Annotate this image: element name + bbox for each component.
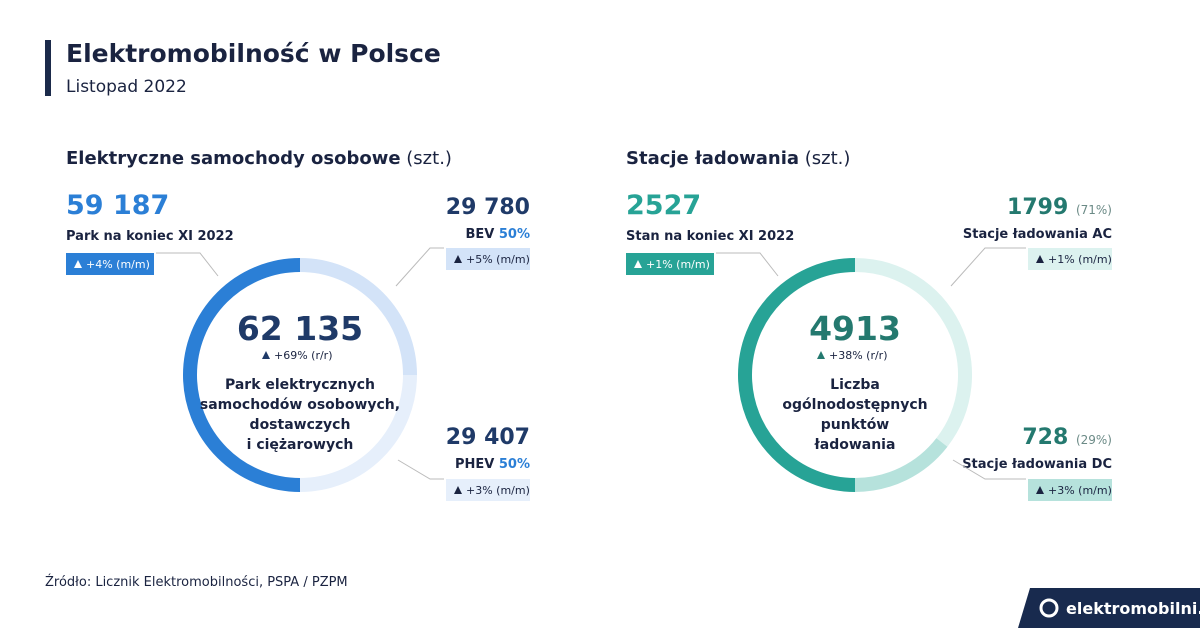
leader: [952, 459, 1026, 480]
center-label: punktów: [821, 417, 890, 433]
segment-share: 50%: [499, 457, 530, 472]
leader: [397, 459, 444, 480]
change-text: +5% (m/m): [466, 253, 530, 266]
leader: [156, 252, 219, 277]
segment-number: 29 780: [446, 195, 530, 220]
ring-segment: [854, 258, 972, 447]
ring-segment: [299, 258, 417, 376]
panel-heading: Stacje ładowania (szt.): [626, 148, 850, 169]
center-label: Liczba: [830, 377, 880, 393]
heading-unit: (szt.): [406, 148, 452, 169]
segment-value: 29 780: [446, 195, 530, 220]
center-value: 4913: [809, 309, 901, 348]
center-label: ładowania: [814, 437, 896, 453]
change-box: [626, 253, 714, 275]
center-label: Park elektrycznych: [225, 377, 375, 393]
segment-name: BEV: [465, 227, 494, 242]
ring-segment: [854, 437, 948, 492]
change-text: +3% (m/m): [466, 484, 530, 497]
title: Elektromobilność w Polsce: [66, 39, 441, 68]
segment-value: 1799 (71%): [1007, 195, 1112, 220]
ring-segment: [299, 374, 417, 492]
segment-name: Stacje ładowania AC: [963, 227, 1112, 242]
up-arrow: [817, 351, 825, 359]
change-box: [446, 248, 530, 270]
center-change: +69% (r/r): [274, 349, 333, 362]
up-arrow: [1036, 255, 1044, 263]
center-label: dostawczych: [250, 417, 351, 433]
ring-base: [183, 258, 301, 492]
segment-number: 728: [1022, 425, 1068, 450]
change-text: +4% (m/m): [86, 258, 150, 271]
title-bar: [45, 40, 51, 96]
change-box: [66, 253, 154, 275]
brand: elektromobilni.pl: [1066, 599, 1200, 618]
up-arrow: [454, 486, 462, 494]
heading-text: Elektryczne samochody osobowe: [66, 148, 401, 169]
heading-unit: (szt.): [805, 148, 851, 169]
up-arrow: [262, 351, 270, 359]
segment-name: Stacje ładowania DC: [962, 457, 1112, 472]
lead-label: Stan na koniec XI 2022: [626, 229, 794, 244]
leader: [395, 247, 444, 287]
segment-value: 29 407: [446, 425, 530, 450]
segment-share: (29%): [1076, 433, 1112, 447]
center-change: +38% (r/r): [829, 349, 888, 362]
panel-heading: Elektryczne samochody osobowe (szt.): [66, 148, 452, 169]
center-label: samochodów osobowych,: [200, 397, 400, 413]
leader: [716, 252, 779, 277]
source: Źródło: Licznik Elektromobilności, PSPA …: [45, 574, 348, 590]
center-value: 62 135: [237, 309, 363, 348]
center-label: ogólnodostępnych: [782, 397, 927, 413]
change-text: +1% (m/m): [1048, 253, 1112, 266]
center-label: i ciężarowych: [247, 437, 354, 453]
segment-label: BEV 50%: [465, 227, 530, 242]
segment-number: 29 407: [446, 425, 530, 450]
up-arrow: [1036, 486, 1044, 494]
change-box: [1028, 479, 1112, 501]
up-arrow: [74, 260, 82, 268]
leader: [950, 247, 1026, 287]
change-box: [446, 479, 530, 501]
ring-base: [738, 258, 856, 492]
segment-share: (71%): [1076, 203, 1112, 217]
change-box: [1028, 248, 1112, 270]
lead-value: 59 187: [66, 190, 169, 221]
change-text: +1% (m/m): [646, 258, 710, 271]
lead-label: Park na koniec XI 2022: [66, 229, 234, 244]
subtitle: Listopad 2022: [66, 77, 187, 97]
change-text: +3% (m/m): [1048, 484, 1112, 497]
segment-label: Stacje ładowania AC: [963, 227, 1112, 242]
segment-label: Stacje ładowania DC: [962, 457, 1112, 472]
heading-text: Stacje ładowania: [626, 148, 799, 169]
up-arrow: [454, 255, 462, 263]
brand-box: [1018, 588, 1200, 628]
segment-name: PHEV: [455, 457, 494, 472]
up-arrow: [634, 260, 642, 268]
segment-share: 50%: [499, 227, 530, 242]
segment-label: PHEV 50%: [455, 457, 530, 472]
brand-icon: [1039, 598, 1059, 618]
segment-value: 728 (29%): [1022, 425, 1112, 450]
segment-number: 1799: [1007, 195, 1068, 220]
lead-value: 2527: [626, 190, 701, 221]
